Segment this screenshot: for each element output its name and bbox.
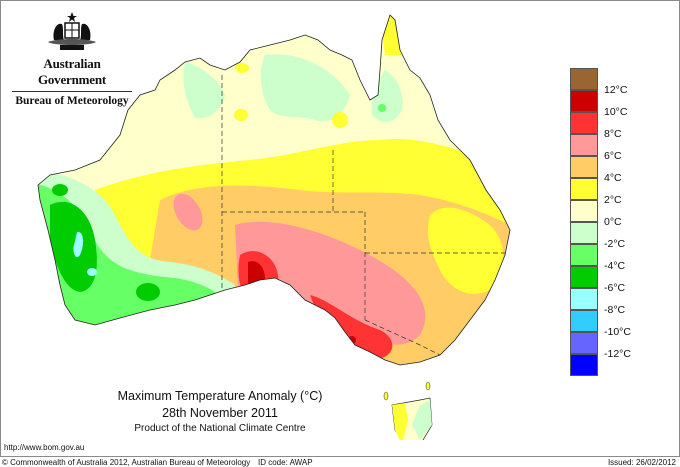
legend-label: -8°C <box>604 304 626 316</box>
legend-swatch <box>570 68 598 90</box>
state-borders <box>221 75 505 356</box>
issued-date: Issued: 26/02/2012 <box>607 458 676 467</box>
bom-logo: Australian Government Bureau of Meteorol… <box>8 10 136 107</box>
agency-title: Bureau of Meteorology <box>15 95 129 107</box>
map-product: Product of the National Climate Centre <box>134 423 306 434</box>
legend-label: -6°C <box>604 282 626 294</box>
legend-label: -12°C <box>604 348 631 360</box>
legend-label: 6°C <box>604 150 622 162</box>
map-date: 28th November 2011 <box>162 406 278 420</box>
copyright-text: © Commonwealth of Australia 2012, Austra… <box>2 458 251 467</box>
government-title: Australian Government <box>37 56 107 87</box>
footer: © Commonwealth of Australia 2012, Austra… <box>0 457 680 467</box>
bom-url-link[interactable]: http://www.bom.gov.au <box>4 443 85 452</box>
legend-label: 4°C <box>604 172 622 184</box>
coat-of-arms-icon <box>48 12 96 50</box>
legend-label: -2°C <box>604 238 626 250</box>
legend-label: -10°C <box>604 326 631 338</box>
australia-anomaly-map <box>37 14 511 440</box>
id-code: ID code: AWAP <box>258 458 313 467</box>
legend-swatch <box>570 222 598 244</box>
map-caption: Maximum Temperature Anomaly (°C) 28th No… <box>100 389 340 434</box>
legend-label: 12°C <box>604 84 628 96</box>
legend-swatch <box>570 244 598 266</box>
legend-swatch <box>570 134 598 156</box>
legend-label: 10°C <box>604 106 628 118</box>
legend-swatch <box>570 266 598 288</box>
legend-swatch <box>570 90 598 112</box>
legend-label: 8°C <box>604 128 622 140</box>
legend-label: 2°C <box>604 194 622 206</box>
legend-swatch <box>570 112 598 134</box>
legend-swatch <box>570 354 598 376</box>
legend-swatch <box>570 178 598 200</box>
logo-divider <box>12 91 132 92</box>
legend-swatch <box>570 156 598 178</box>
legend-swatch <box>570 310 598 332</box>
map-title: Maximum Temperature Anomaly (°C) <box>117 389 323 403</box>
legend-label: -4°C <box>604 260 626 272</box>
legend-label: 0°C <box>604 216 622 228</box>
legend-swatch <box>570 332 598 354</box>
legend-swatch <box>570 200 598 222</box>
tasmania <box>383 381 433 440</box>
legend-swatch <box>570 288 598 310</box>
